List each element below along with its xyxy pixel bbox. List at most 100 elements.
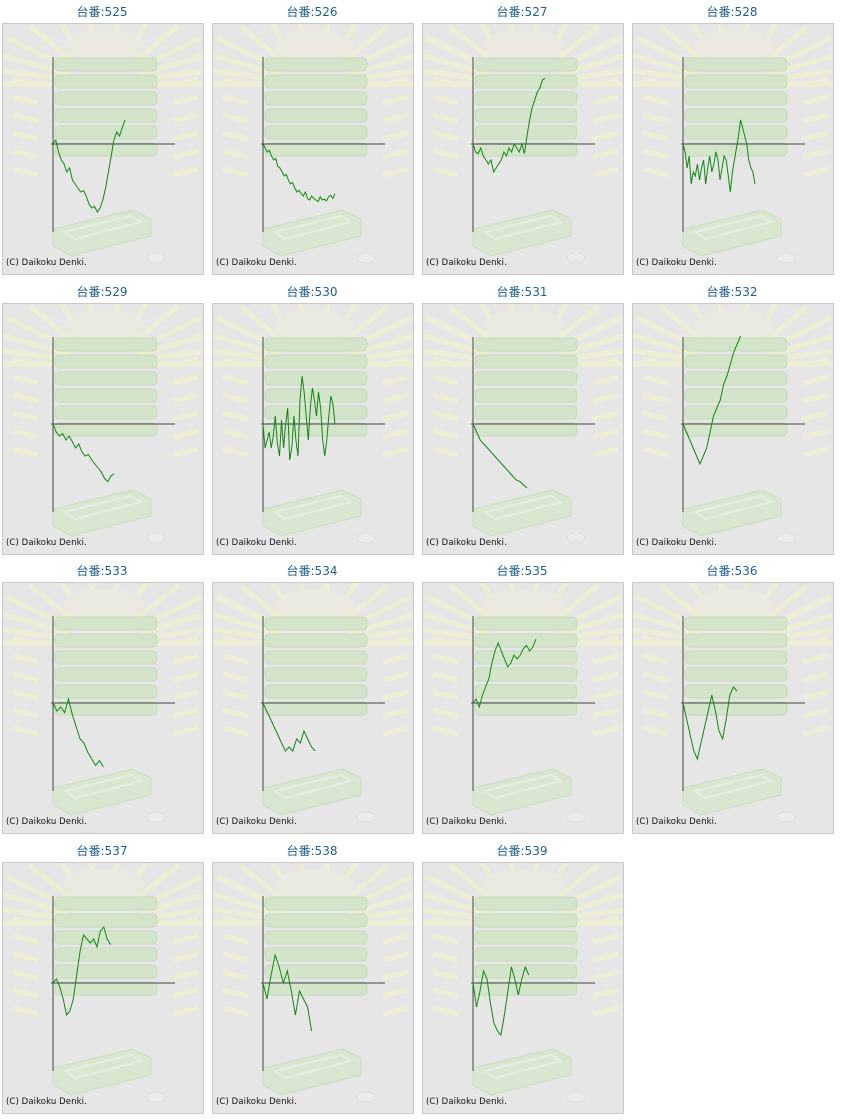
- copyright-text: (C) Daikoku Denki.: [426, 258, 507, 268]
- graph-svg: [213, 583, 413, 823]
- copyright-text: (C) Daikoku Denki.: [636, 538, 717, 548]
- background-illustration: [633, 304, 833, 544]
- payout-series-line: [52, 697, 104, 768]
- copyright-text: (C) Daikoku Denki.: [426, 1097, 507, 1107]
- payout-series-line: [262, 375, 336, 461]
- background-illustration: [633, 24, 833, 264]
- graph-svg: [423, 304, 623, 544]
- machine-number-title: 台番:539: [496, 844, 548, 858]
- copyright-text: (C) Daikoku Denki.: [6, 258, 87, 268]
- graph-svg: [633, 24, 833, 264]
- payout-series-line: [52, 119, 126, 213]
- graph-svg: [3, 863, 203, 1103]
- graph-panel: (C) Daikoku Denki.: [422, 862, 624, 1114]
- machine-graph-card: 台番:532 (C) Daikoku Denki.: [630, 282, 834, 555]
- machine-graph-card: 台番:527 (C) Daikoku Denki.: [420, 2, 624, 275]
- graph-panel: (C) Daikoku Denki.: [632, 23, 834, 275]
- graph-svg: [633, 304, 833, 544]
- copyright-text: (C) Daikoku Denki.: [426, 817, 507, 827]
- payout-series-line: [472, 638, 537, 709]
- machine-number-title: 台番:537: [76, 844, 128, 858]
- background-illustration: [213, 304, 413, 544]
- copyright-text: (C) Daikoku Denki.: [216, 817, 297, 827]
- background-illustration: [423, 583, 623, 823]
- machine-graph-card: 台番:535 (C) Daikoku Denki.: [420, 561, 624, 834]
- background-illustration: [633, 583, 833, 823]
- payout-series-line: [472, 423, 528, 489]
- background-illustration: [3, 583, 203, 823]
- graph-panel: (C) Daikoku Denki.: [2, 862, 204, 1114]
- background-illustration: [423, 24, 623, 264]
- background-illustration: [213, 24, 413, 264]
- graph-panel: (C) Daikoku Denki.: [2, 23, 204, 275]
- payout-series-line: [682, 686, 738, 761]
- graph-panel: (C) Daikoku Denki.: [2, 303, 204, 555]
- machine-number-title: 台番:526: [286, 5, 338, 19]
- graph-svg: [423, 863, 623, 1103]
- copyright-text: (C) Daikoku Denki.: [216, 538, 297, 548]
- graph-panel: (C) Daikoku Denki.: [212, 303, 414, 555]
- payout-series-line: [682, 335, 742, 466]
- graph-svg: [423, 24, 623, 264]
- payout-series-line: [682, 119, 756, 193]
- payout-series-line: [262, 143, 336, 203]
- graph-svg: [633, 583, 833, 823]
- graph-svg: [213, 24, 413, 264]
- copyright-text: (C) Daikoku Denki.: [636, 817, 717, 827]
- machine-graph-card: 台番:529 (C) Daikoku Denki.: [0, 282, 204, 555]
- copyright-text: (C) Daikoku Denki.: [6, 1097, 87, 1107]
- machine-number-title: 台番:538: [286, 844, 338, 858]
- machine-number-title: 台番:533: [76, 564, 128, 578]
- machine-graph-card: 台番:537 (C) Daikoku Denki.: [0, 841, 204, 1114]
- machine-graph-card: 台番:539 (C) Daikoku Denki.: [420, 841, 624, 1114]
- background-illustration: [213, 583, 413, 823]
- background-illustration: [3, 863, 203, 1103]
- machine-number-title: 台番:528: [706, 5, 758, 19]
- copyright-text: (C) Daikoku Denki.: [636, 258, 717, 268]
- payout-series-line: [472, 965, 530, 1037]
- copyright-text: (C) Daikoku Denki.: [216, 258, 297, 268]
- machine-graph-card: 台番:531 (C) Daikoku Denki.: [420, 282, 624, 555]
- machine-graph-card: 台番:533 (C) Daikoku Denki.: [0, 561, 204, 834]
- payout-series-line: [262, 702, 316, 752]
- payout-series-line: [52, 423, 115, 483]
- machine-number-title: 台番:530: [286, 285, 338, 299]
- machine-graph-card: 台番:536 (C) Daikoku Denki.: [630, 561, 834, 834]
- machine-graph-card: 台番:526 (C) Daikoku Denki.: [210, 2, 414, 275]
- copyright-text: (C) Daikoku Denki.: [6, 538, 87, 548]
- graph-panel: (C) Daikoku Denki.: [212, 23, 414, 275]
- payout-series-line: [472, 77, 546, 174]
- background-illustration: [3, 304, 203, 544]
- machine-graph-card: 台番:530 (C) Daikoku Denki.: [210, 282, 414, 555]
- graph-panel: (C) Daikoku Denki.: [422, 23, 624, 275]
- machine-number-title: 台番:535: [496, 564, 548, 578]
- background-illustration: [3, 24, 203, 264]
- graph-panel: (C) Daikoku Denki.: [212, 582, 414, 834]
- graph-panel: (C) Daikoku Denki.: [632, 303, 834, 555]
- machine-number-title: 台番:534: [286, 564, 338, 578]
- machine-graph-card: 台番:528 (C) Daikoku Denki.: [630, 2, 834, 275]
- background-illustration: [213, 863, 413, 1103]
- background-illustration: [423, 304, 623, 544]
- graph-svg: [3, 583, 203, 823]
- graph-svg: [213, 863, 413, 1103]
- machine-number-title: 台番:525: [76, 5, 128, 19]
- graph-panel: (C) Daikoku Denki.: [632, 582, 834, 834]
- graph-svg: [3, 24, 203, 264]
- graph-panel: (C) Daikoku Denki.: [422, 582, 624, 834]
- machine-graph-card: 台番:525 (C) Daikoku Denki.: [0, 2, 204, 275]
- copyright-text: (C) Daikoku Denki.: [216, 1097, 297, 1107]
- machine-number-title: 台番:529: [76, 285, 128, 299]
- payout-series-line: [262, 953, 313, 1032]
- machine-number-title: 台番:527: [496, 5, 548, 19]
- machine-number-title: 台番:532: [706, 285, 758, 299]
- copyright-text: (C) Daikoku Denki.: [426, 538, 507, 548]
- graph-panel: (C) Daikoku Denki.: [422, 303, 624, 555]
- payout-series-line: [52, 925, 112, 1017]
- copyright-text: (C) Daikoku Denki.: [6, 817, 87, 827]
- machine-number-title: 台番:536: [706, 564, 758, 578]
- background-illustration: [423, 863, 623, 1103]
- machine-number-title: 台番:531: [496, 285, 548, 299]
- graph-panel: (C) Daikoku Denki.: [2, 582, 204, 834]
